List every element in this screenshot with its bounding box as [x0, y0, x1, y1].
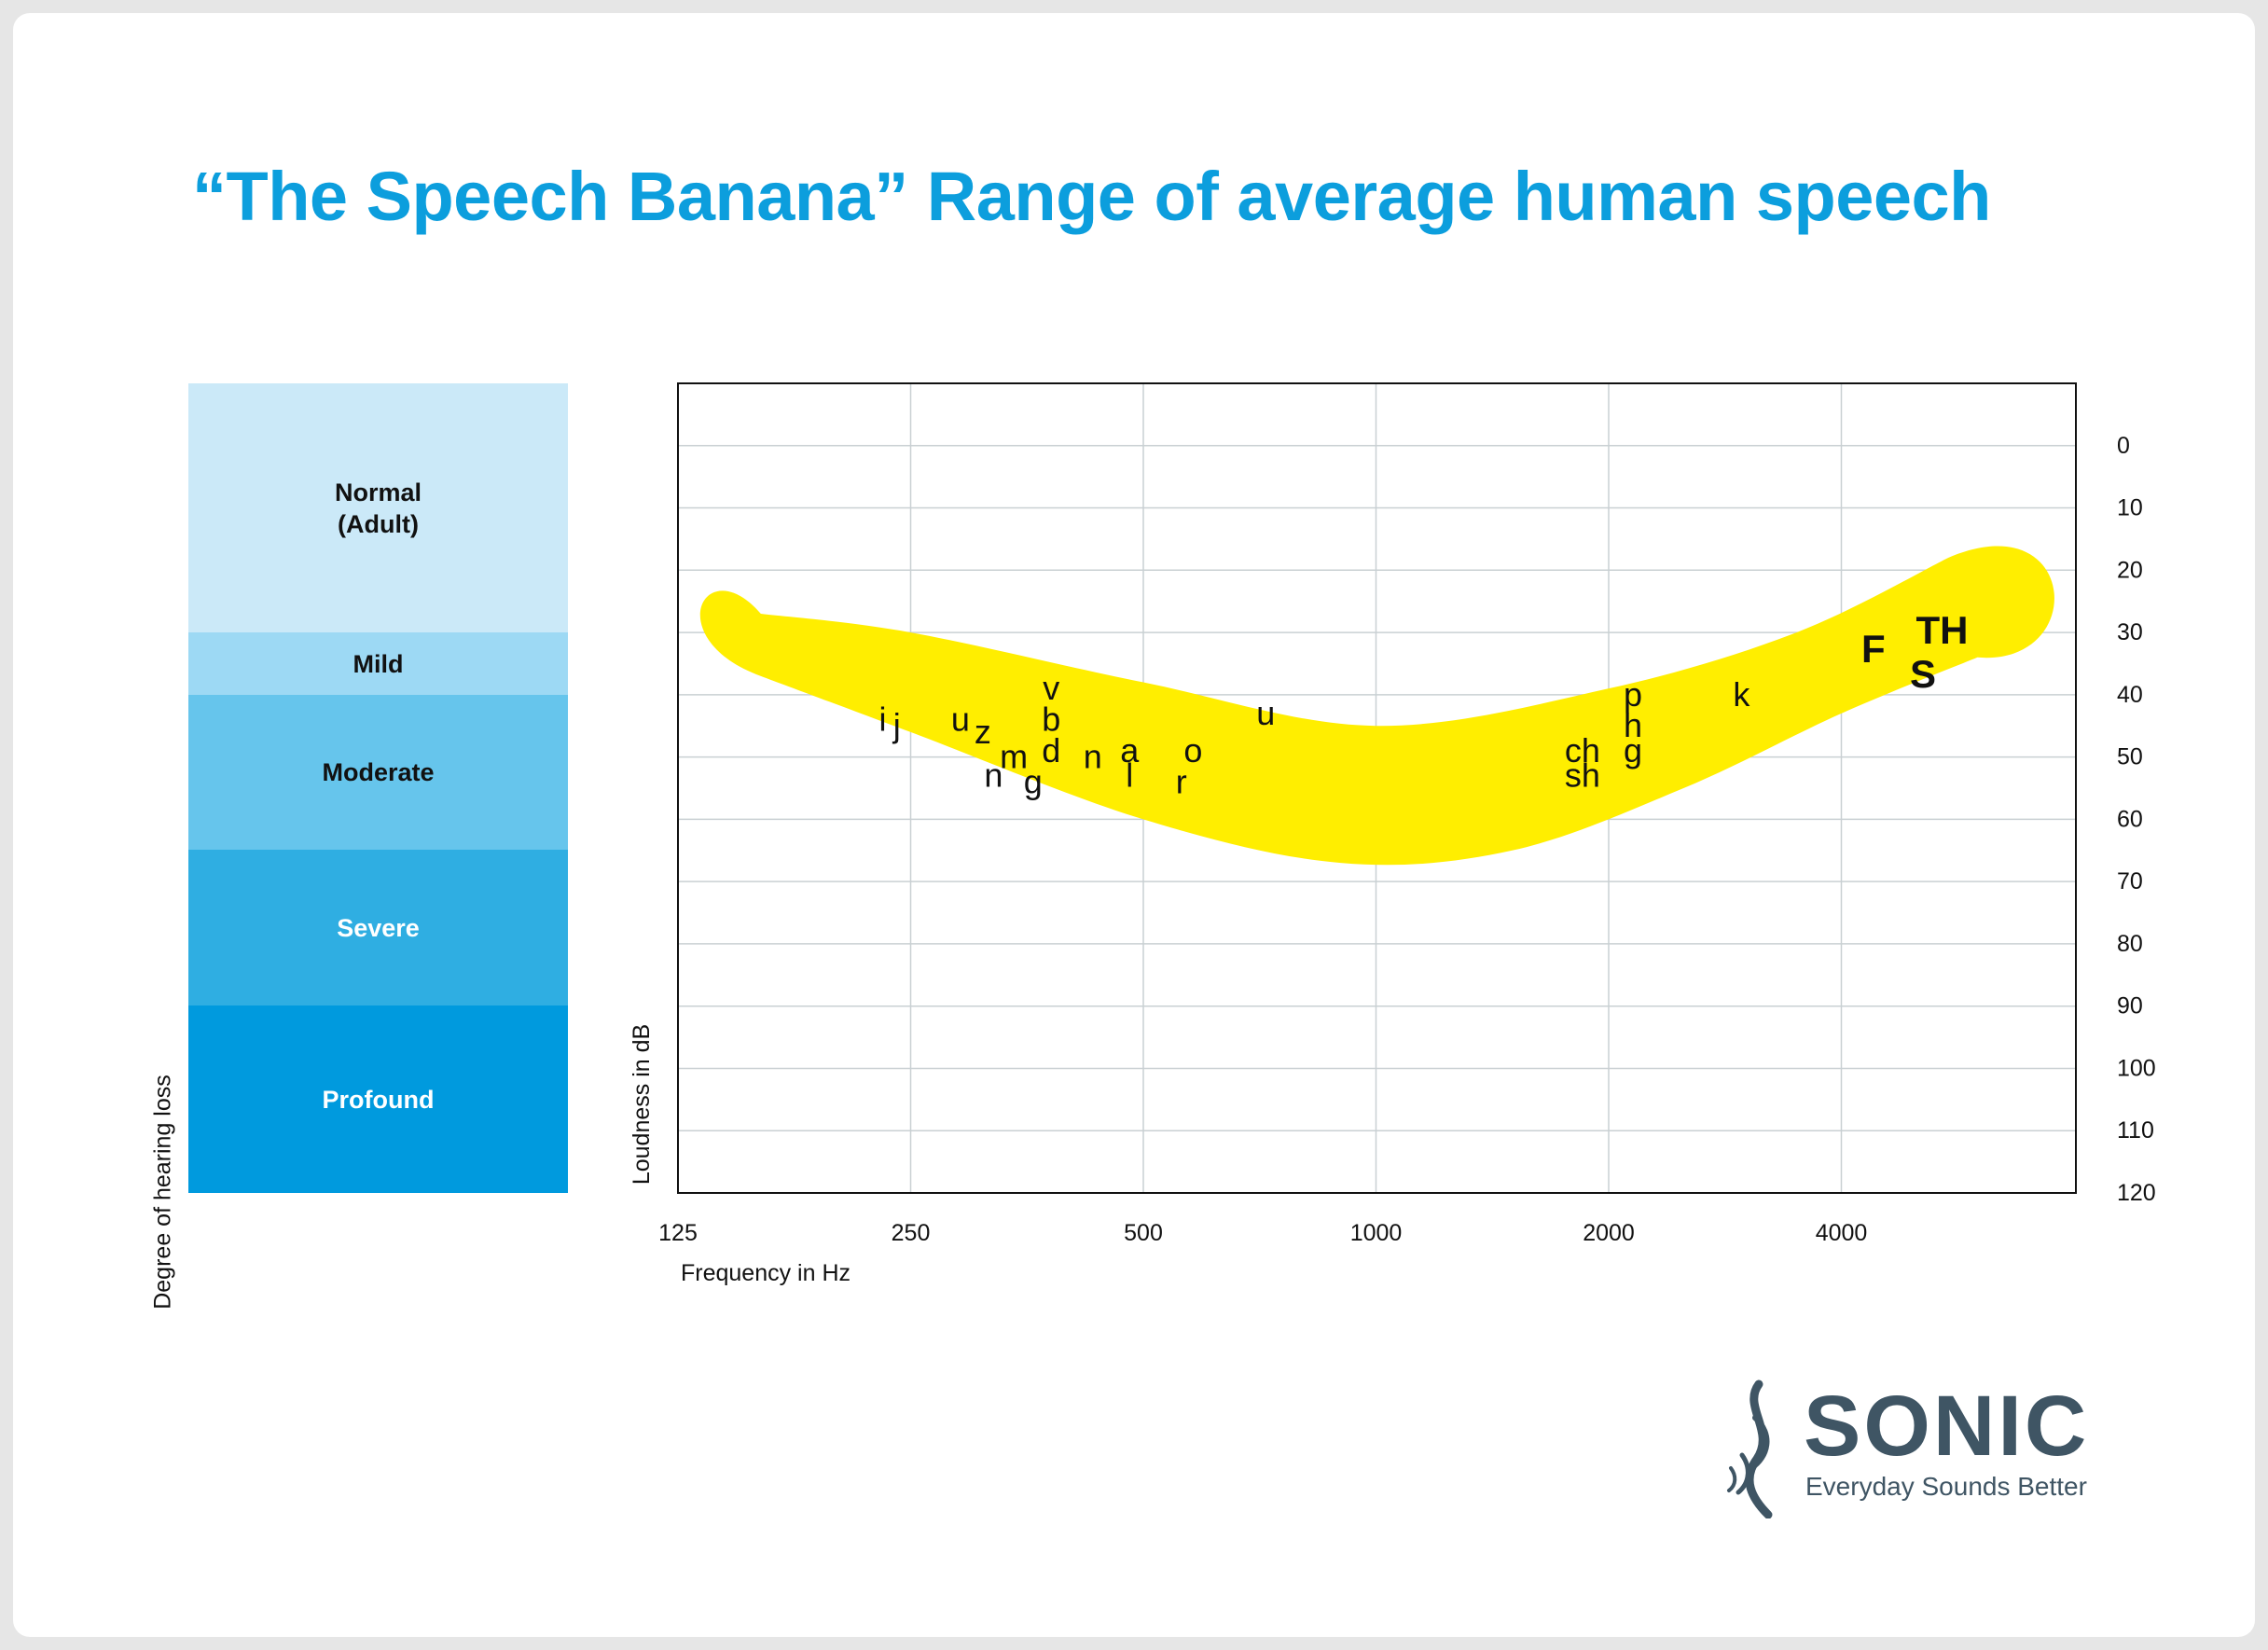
band-profound: Profound [188, 1005, 568, 1193]
band-mild: Mild [188, 632, 568, 695]
phoneme-label: r [1176, 762, 1187, 800]
x-tick-label: 500 [1124, 1220, 1163, 1246]
band-mild-label: Mild [353, 649, 404, 678]
phoneme-label: a [1120, 731, 1140, 770]
phoneme-label: F [1861, 627, 1886, 671]
y-tick-label: 0 [2117, 433, 2130, 459]
x-tick-label: 2000 [1583, 1220, 1635, 1246]
y-tick-label: 30 [2117, 619, 2143, 645]
x-tick-label: 250 [892, 1220, 931, 1246]
phoneme-label: d [1042, 731, 1060, 770]
phoneme-label: m [1000, 738, 1028, 776]
page-title: “The Speech Banana” Range of average hum… [192, 158, 1991, 235]
x-axis-ticks: 125 250 500 1000 2000 4000 [658, 1220, 1867, 1246]
sound-waves-icon [1727, 1380, 1773, 1518]
y-tick-label: 70 [2117, 868, 2143, 894]
y-axis-label: Loudness in dB [629, 1024, 655, 1185]
phoneme-label: b [1042, 700, 1060, 739]
x-tick-label: 1000 [1350, 1220, 1403, 1246]
phoneme-label: g [1024, 762, 1043, 800]
phoneme-label: o [1183, 731, 1202, 770]
phoneme-label: n [1084, 738, 1102, 776]
phoneme-label: p [1624, 675, 1642, 714]
y-tick-label: 20 [2117, 557, 2143, 583]
x-axis-label: Frequency in Hz [681, 1260, 850, 1286]
sonic-logo: SONIC Everyday Sounds Better [1714, 1379, 2106, 1518]
phoneme-label: i [878, 700, 886, 739]
phoneme-label: u [951, 700, 970, 739]
y-tick-label: 10 [2117, 495, 2143, 521]
band-normal: Normal (Adult) [188, 383, 568, 632]
y-tick-label: 100 [2117, 1055, 2156, 1081]
phoneme-label: ch [1565, 731, 1600, 770]
speech-banana-shape [699, 546, 2054, 866]
y-tick-label: 120 [2117, 1180, 2156, 1206]
phoneme-label: u [1256, 694, 1275, 732]
y-tick-label: 90 [2117, 993, 2143, 1019]
band-severe: Severe [188, 850, 568, 1005]
phoneme-label: v [1043, 669, 1059, 707]
band-severe-label: Severe [337, 913, 420, 942]
x-tick-label: 4000 [1816, 1220, 1868, 1246]
y-tick-label: 60 [2117, 806, 2143, 832]
phoneme-label: k [1733, 675, 1750, 714]
phoneme-label: l [1126, 756, 1133, 795]
band-moderate: Moderate [188, 695, 568, 850]
y-tick-label: 80 [2117, 931, 2143, 957]
logo-tagline: Everyday Sounds Better [1805, 1472, 2087, 1501]
phoneme-label: g [1624, 731, 1642, 770]
band-profound-label: Profound [322, 1085, 435, 1114]
phoneme-label: z [975, 713, 991, 751]
band-moderate-label: Moderate [322, 758, 435, 786]
y-tick-label: 40 [2117, 682, 2143, 708]
phoneme-label: S [1910, 652, 1936, 696]
x-tick-label: 125 [658, 1220, 698, 1246]
phoneme-label: j [892, 706, 901, 744]
phoneme-label: TH [1916, 608, 1969, 652]
phoneme-label: n [984, 756, 1003, 795]
y-tick-label: 50 [2117, 744, 2143, 770]
phoneme-label: sh [1565, 756, 1600, 795]
logo-wordmark: SONIC [1804, 1379, 2090, 1474]
y-tick-label: 110 [2117, 1117, 2154, 1144]
phoneme-label: h [1624, 706, 1642, 744]
plot-frame [677, 382, 2077, 1194]
y-axis-ticks: 0 10 20 30 40 50 60 70 80 90 100 110 120 [2117, 433, 2156, 1206]
band-normal-label: Normal (Adult) [334, 478, 422, 538]
